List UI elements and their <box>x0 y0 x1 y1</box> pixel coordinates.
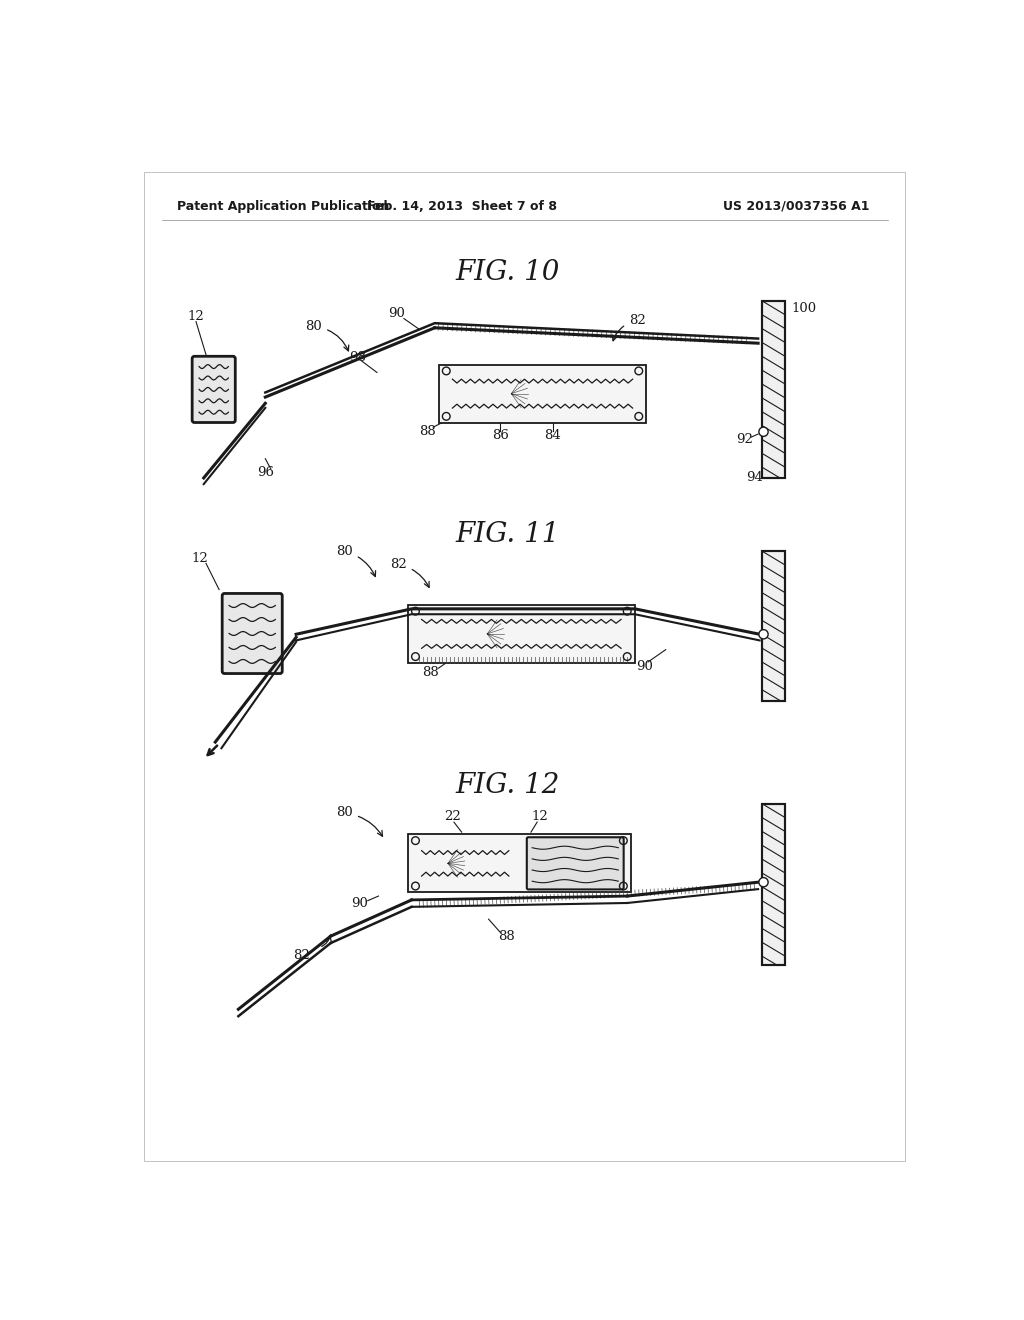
Text: FIG. 10: FIG. 10 <box>456 259 560 286</box>
Text: 84: 84 <box>544 429 561 442</box>
FancyBboxPatch shape <box>193 356 236 422</box>
Text: 22: 22 <box>444 810 461 824</box>
Text: 12: 12 <box>187 310 205 323</box>
Text: 90: 90 <box>388 308 404 321</box>
Bar <box>762 301 785 478</box>
Text: 12: 12 <box>191 552 208 565</box>
Text: 82: 82 <box>390 557 429 587</box>
Text: 88: 88 <box>498 929 515 942</box>
Bar <box>762 301 785 478</box>
Text: Patent Application Publication: Patent Application Publication <box>177 199 389 213</box>
Text: 82: 82 <box>293 949 310 962</box>
Text: Feb. 14, 2013  Sheet 7 of 8: Feb. 14, 2013 Sheet 7 of 8 <box>367 199 557 213</box>
Text: FIG. 12: FIG. 12 <box>456 772 560 800</box>
Circle shape <box>759 630 768 639</box>
Bar <box>408 605 635 663</box>
Bar <box>762 552 785 701</box>
Text: 100: 100 <box>792 302 816 315</box>
Circle shape <box>759 878 768 887</box>
Bar <box>762 804 785 965</box>
Text: US 2013/0037356 A1: US 2013/0037356 A1 <box>723 199 869 213</box>
Text: 80: 80 <box>305 319 349 351</box>
Text: FIG. 11: FIG. 11 <box>456 520 560 548</box>
Text: 90: 90 <box>351 898 369 911</box>
Text: 80: 80 <box>336 545 376 577</box>
Text: 96: 96 <box>257 466 273 479</box>
Text: 82: 82 <box>612 314 645 341</box>
Bar <box>762 552 785 701</box>
Text: 94: 94 <box>745 471 763 484</box>
Text: 86: 86 <box>492 429 509 442</box>
Text: 92: 92 <box>736 433 754 446</box>
FancyBboxPatch shape <box>222 594 283 673</box>
Circle shape <box>759 428 768 437</box>
Text: 88: 88 <box>423 667 439 680</box>
Text: 90: 90 <box>637 660 653 673</box>
FancyBboxPatch shape <box>526 837 624 890</box>
Bar <box>408 834 631 892</box>
Text: 88: 88 <box>419 425 435 438</box>
Text: 12: 12 <box>531 810 549 824</box>
Text: 80: 80 <box>336 807 383 837</box>
Bar <box>438 364 646 422</box>
Bar <box>762 804 785 965</box>
Text: 98: 98 <box>349 351 367 363</box>
